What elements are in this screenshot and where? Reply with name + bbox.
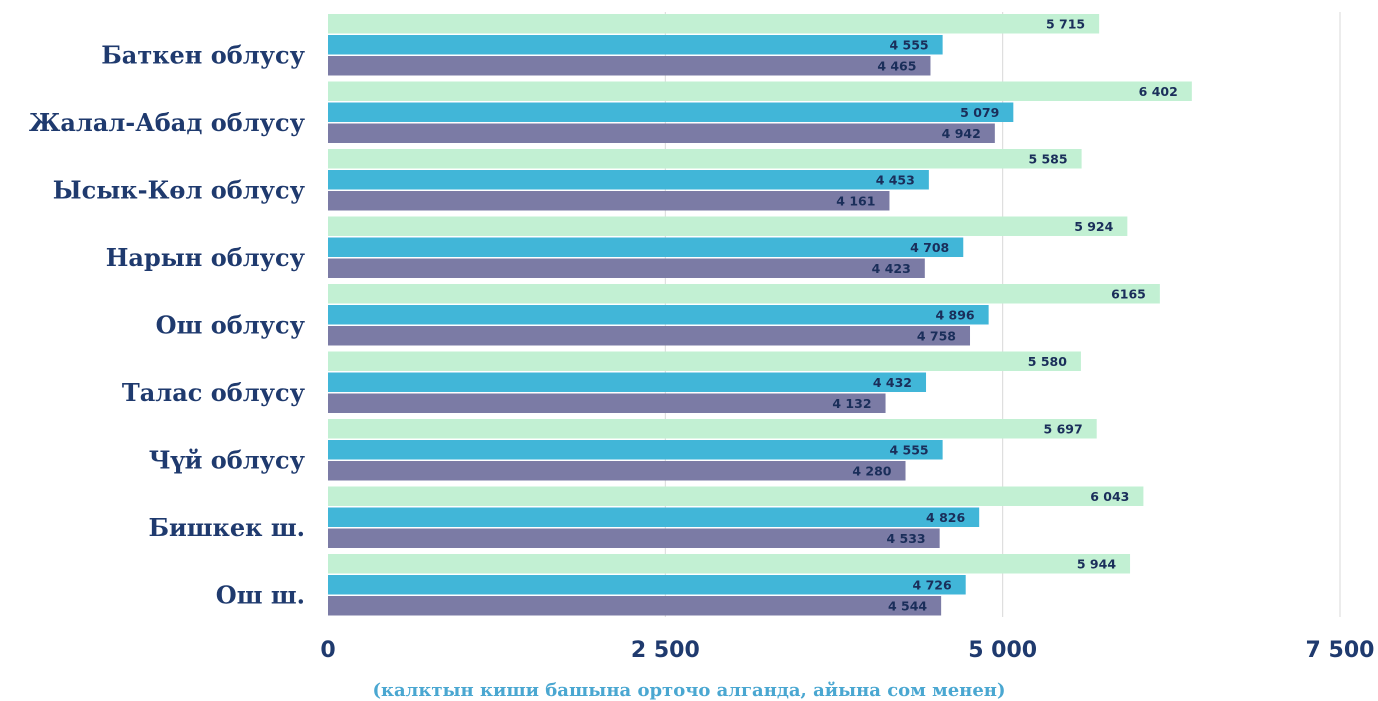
bar xyxy=(328,461,906,481)
category-label: Ош облусу xyxy=(156,310,306,339)
data-label: 5 924 xyxy=(1074,219,1113,234)
data-label: 6165 xyxy=(1111,286,1146,301)
bar xyxy=(328,351,1081,371)
category-label: Талас облусу xyxy=(122,378,306,407)
bar xyxy=(328,440,943,460)
bar xyxy=(328,305,989,325)
data-label: 6 043 xyxy=(1090,489,1129,504)
bar xyxy=(328,35,943,55)
x-tick-label: 5 000 xyxy=(968,638,1037,663)
category-label: Бишкек ш. xyxy=(148,513,305,542)
x-tick-label: 2 500 xyxy=(631,638,700,663)
data-label: 4 280 xyxy=(852,463,891,478)
data-label: 4 465 xyxy=(877,58,916,73)
bar xyxy=(328,81,1192,101)
data-label: 4 896 xyxy=(935,307,974,322)
bar xyxy=(328,419,1097,439)
bar xyxy=(328,258,925,278)
bar xyxy=(328,56,931,76)
data-label: 4 708 xyxy=(910,240,949,255)
bar xyxy=(328,486,1144,506)
data-label: 4 758 xyxy=(917,328,956,343)
bar xyxy=(328,216,1128,236)
bar xyxy=(328,507,980,527)
x-axis-label: (калктын киши башына орточо алганда, айы… xyxy=(372,680,1006,701)
bar xyxy=(328,393,886,413)
data-label: 4 423 xyxy=(872,261,911,276)
bar xyxy=(328,554,1131,574)
bar xyxy=(328,596,942,616)
data-label: 4 826 xyxy=(926,510,965,525)
category-label: Ош ш. xyxy=(216,580,305,609)
x-tick-label: 7 500 xyxy=(1306,638,1375,663)
bar xyxy=(328,528,940,548)
data-label: 5 697 xyxy=(1044,421,1083,436)
bar xyxy=(328,191,890,211)
bar xyxy=(328,372,927,392)
category-label: Жалал-Абад облусу xyxy=(29,108,306,137)
bar xyxy=(328,149,1082,169)
data-label: 4 555 xyxy=(889,442,928,457)
data-label: 4 432 xyxy=(873,375,912,390)
data-label: 5 585 xyxy=(1028,151,1067,166)
bar xyxy=(328,575,966,595)
data-label: 4 544 xyxy=(888,598,927,613)
category-label: Нарын облусу xyxy=(106,243,306,272)
data-label: 5 944 xyxy=(1077,556,1116,571)
data-label: 4 161 xyxy=(836,193,875,208)
data-label: 4 555 xyxy=(889,37,928,52)
bar xyxy=(328,237,964,257)
bar xyxy=(328,123,995,143)
data-label: 4 453 xyxy=(876,172,915,187)
bar xyxy=(328,284,1160,304)
bar xyxy=(328,326,971,346)
bar xyxy=(328,14,1100,34)
x-tick-label: 0 xyxy=(320,638,335,663)
data-label: 4 942 xyxy=(942,126,981,141)
bar xyxy=(328,170,929,190)
data-label: 5 580 xyxy=(1028,354,1067,369)
data-label: 4 132 xyxy=(832,396,871,411)
data-label: 5 715 xyxy=(1046,16,1085,31)
data-label: 4 533 xyxy=(886,531,925,546)
category-label: Ысык-Көл облусу xyxy=(53,175,306,204)
category-label: Баткен облусу xyxy=(101,40,305,69)
bar xyxy=(328,102,1014,122)
data-label: 5 079 xyxy=(960,105,999,120)
data-label: 4 726 xyxy=(913,577,952,592)
data-label: 6 402 xyxy=(1139,84,1178,99)
category-label: Чүй облусу xyxy=(149,445,306,474)
